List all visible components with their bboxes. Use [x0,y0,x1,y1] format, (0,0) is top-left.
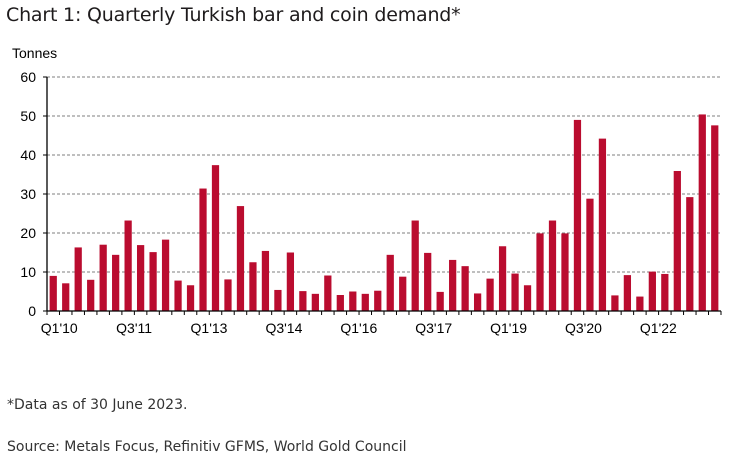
x-tick-label: Q3'11 [116,320,152,336]
bar [461,266,469,311]
bar [112,254,120,311]
bar [124,220,132,311]
bar [561,233,569,311]
bar [386,254,394,311]
bar [548,220,557,311]
bar [99,244,107,311]
bar [249,262,257,311]
bar [87,279,95,311]
bar [174,280,182,311]
y-tick-label: 50 [20,108,36,124]
y-tick-label: 20 [20,225,36,241]
bar [374,290,382,311]
bar [486,278,494,311]
bar [286,252,295,311]
bar [399,276,407,311]
x-tick-label: Q3'14 [265,320,302,336]
x-tick-label: Q1'22 [640,320,677,336]
y-tick-label: 60 [20,69,36,85]
gridlines [47,76,721,273]
bar [498,246,507,311]
x-tick-label: Q1'19 [490,320,527,336]
axes [43,76,722,315]
x-tick-label: Q1'16 [340,320,377,336]
bar [411,220,419,311]
bar [136,245,145,311]
bar [711,125,719,311]
bar [698,114,706,311]
bar [598,138,607,311]
y-axis-label: Tonnes [12,45,58,61]
bar [336,295,344,311]
bar [661,273,669,311]
bar [199,188,207,311]
bar [49,275,57,311]
bar [686,197,694,311]
chart-title: Chart 1: Quarterly Turkish bar and coin … [6,4,461,26]
bar [648,271,656,311]
bar [299,291,307,311]
bar [424,252,432,311]
bar [636,296,644,311]
bar [349,291,357,311]
y-tick-label: 40 [20,147,36,163]
bar [186,285,195,311]
bar [311,293,319,311]
bar [523,285,532,311]
bars [49,114,719,312]
y-tick-label: 30 [20,186,36,202]
bar [274,289,282,311]
bar [536,233,544,311]
bar [673,170,681,311]
y-tick-labels: 0 10 20 30 40 50 60 [20,69,36,319]
bar [62,283,70,311]
bar [586,198,594,311]
bar [623,275,632,311]
bar [573,119,582,312]
bar [473,293,482,311]
bar [261,250,270,311]
footnote: *Data as of 30 June 2023. [7,397,188,413]
bar [211,165,220,311]
bar [74,247,82,311]
x-tick-label: Q3'20 [565,320,602,336]
bar [511,273,519,311]
bar [324,275,332,311]
bar [224,279,232,311]
x-tick-label: Q1'13 [191,320,228,336]
bar [149,252,157,311]
source-note: Source: Metals Focus, Refinitiv GFMS, Wo… [7,439,407,455]
bar [161,239,170,311]
x-tick-label: Q1'10 [41,320,78,336]
y-tick-label: 10 [20,264,36,280]
bar [436,291,444,311]
x-tick-label: Q3'17 [415,320,452,336]
bar [611,295,619,311]
bar [449,259,457,311]
bar [236,206,245,311]
y-tick-label: 0 [28,303,36,319]
bar [361,293,369,311]
x-tick-labels: Q1'10 Q3'11 Q1'13 Q3'14 Q1'16 Q3'17 Q1'19 Q3'20… [41,320,677,336]
